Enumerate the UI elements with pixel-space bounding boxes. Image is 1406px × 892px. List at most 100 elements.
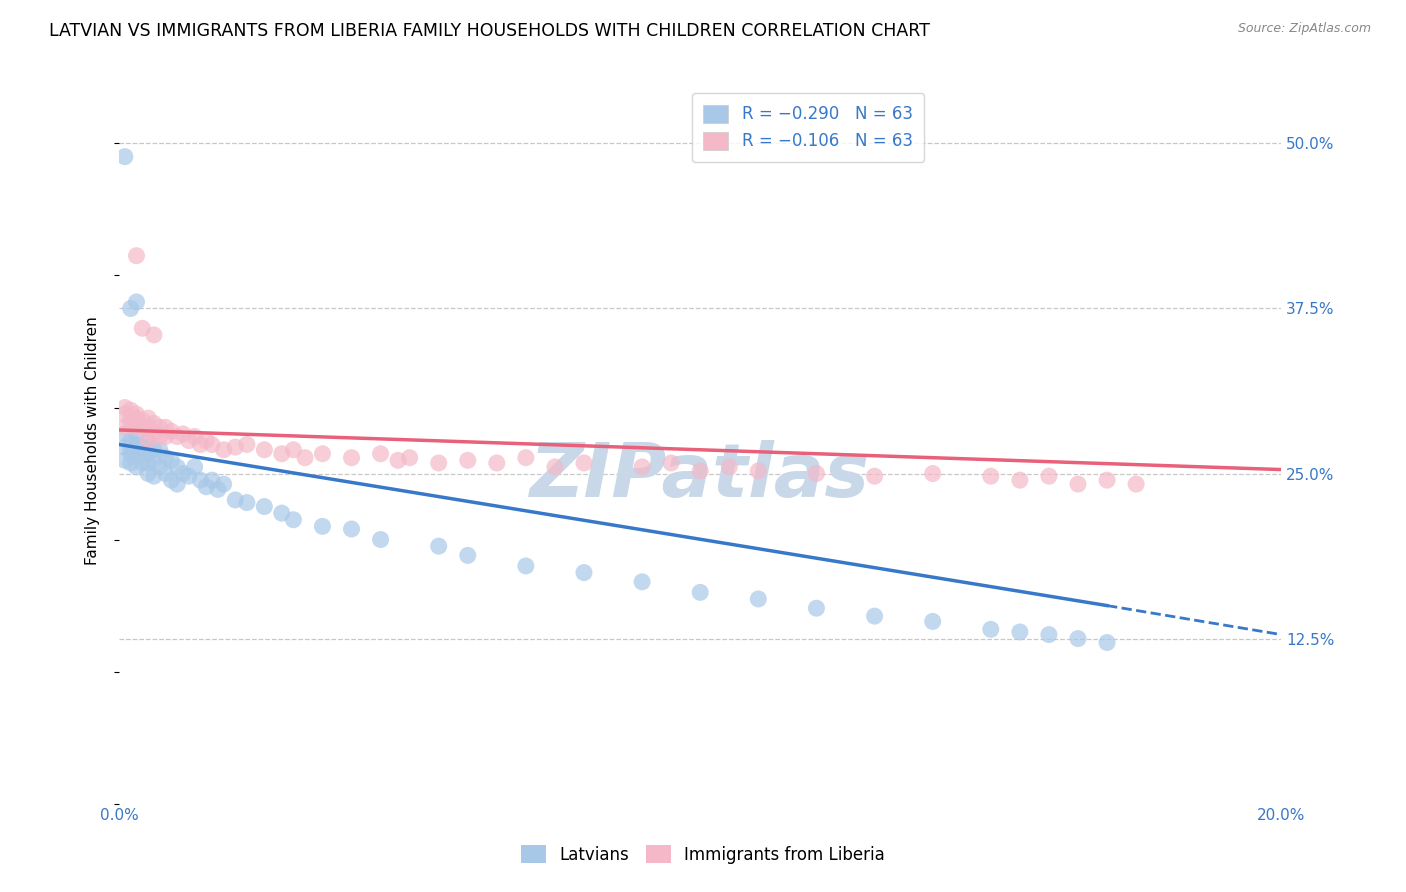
Point xyxy=(201,473,224,487)
Point xyxy=(370,533,392,547)
Point xyxy=(747,591,769,606)
Point xyxy=(427,539,450,553)
Point xyxy=(544,459,567,474)
Point xyxy=(120,411,142,425)
Point xyxy=(125,294,148,309)
Point xyxy=(120,403,142,417)
Point xyxy=(114,420,136,434)
Point xyxy=(120,417,142,431)
Point xyxy=(311,519,333,533)
Point xyxy=(689,464,711,478)
Point xyxy=(114,453,136,467)
Point xyxy=(125,407,148,421)
Point xyxy=(572,566,595,580)
Point xyxy=(863,469,886,483)
Point xyxy=(207,483,229,497)
Point xyxy=(1095,473,1118,487)
Point xyxy=(294,450,316,465)
Point xyxy=(131,321,153,335)
Point xyxy=(806,601,828,615)
Point xyxy=(224,492,246,507)
Point xyxy=(183,459,205,474)
Point xyxy=(114,407,136,421)
Point xyxy=(136,420,159,434)
Point xyxy=(142,327,165,342)
Point xyxy=(160,473,183,487)
Point xyxy=(631,574,654,589)
Point xyxy=(806,467,828,481)
Point xyxy=(370,447,392,461)
Point xyxy=(155,429,177,443)
Point xyxy=(125,249,148,263)
Point xyxy=(136,467,159,481)
Text: Source: ZipAtlas.com: Source: ZipAtlas.com xyxy=(1237,22,1371,36)
Point xyxy=(114,440,136,454)
Point xyxy=(166,477,188,491)
Point xyxy=(183,429,205,443)
Point xyxy=(114,401,136,415)
Point xyxy=(1008,624,1031,639)
Point xyxy=(515,450,537,465)
Point xyxy=(155,450,177,465)
Point xyxy=(195,434,218,448)
Point xyxy=(125,437,148,451)
Point xyxy=(125,459,148,474)
Point xyxy=(718,459,741,474)
Point xyxy=(572,456,595,470)
Point xyxy=(921,615,943,629)
Point xyxy=(120,447,142,461)
Point xyxy=(149,459,172,474)
Point xyxy=(689,585,711,599)
Point xyxy=(136,411,159,425)
Point xyxy=(201,437,224,451)
Point xyxy=(270,447,292,461)
Point xyxy=(747,464,769,478)
Point xyxy=(1095,635,1118,649)
Point xyxy=(283,513,305,527)
Point xyxy=(190,473,212,487)
Point xyxy=(120,456,142,470)
Point xyxy=(980,623,1002,637)
Point xyxy=(155,420,177,434)
Point xyxy=(515,558,537,573)
Point xyxy=(212,477,235,491)
Point xyxy=(120,434,142,448)
Point xyxy=(120,440,142,454)
Point xyxy=(177,434,200,448)
Point xyxy=(114,150,136,164)
Point xyxy=(125,411,148,425)
Point xyxy=(236,495,259,509)
Point xyxy=(659,456,682,470)
Point xyxy=(224,440,246,454)
Point xyxy=(160,425,183,439)
Point xyxy=(125,420,148,434)
Point xyxy=(398,450,420,465)
Point xyxy=(195,480,218,494)
Point xyxy=(131,414,153,428)
Point xyxy=(1038,627,1060,641)
Point xyxy=(136,447,159,461)
Point xyxy=(142,453,165,467)
Point xyxy=(485,456,508,470)
Point xyxy=(283,442,305,457)
Point xyxy=(236,437,259,451)
Point xyxy=(136,434,159,448)
Point xyxy=(311,447,333,461)
Point xyxy=(270,506,292,520)
Point xyxy=(136,434,159,448)
Point xyxy=(340,450,363,465)
Point xyxy=(120,301,142,316)
Text: LATVIAN VS IMMIGRANTS FROM LIBERIA FAMILY HOUSEHOLDS WITH CHILDREN CORRELATION C: LATVIAN VS IMMIGRANTS FROM LIBERIA FAMIL… xyxy=(49,22,931,40)
Point xyxy=(190,437,212,451)
Point xyxy=(387,453,409,467)
Point xyxy=(149,420,172,434)
Point xyxy=(166,429,188,443)
Point xyxy=(457,549,479,563)
Point xyxy=(921,467,943,481)
Y-axis label: Family Households with Children: Family Households with Children xyxy=(86,316,100,565)
Point xyxy=(253,500,276,514)
Point xyxy=(131,447,153,461)
Point xyxy=(155,467,177,481)
Point xyxy=(149,442,172,457)
Point xyxy=(131,440,153,454)
